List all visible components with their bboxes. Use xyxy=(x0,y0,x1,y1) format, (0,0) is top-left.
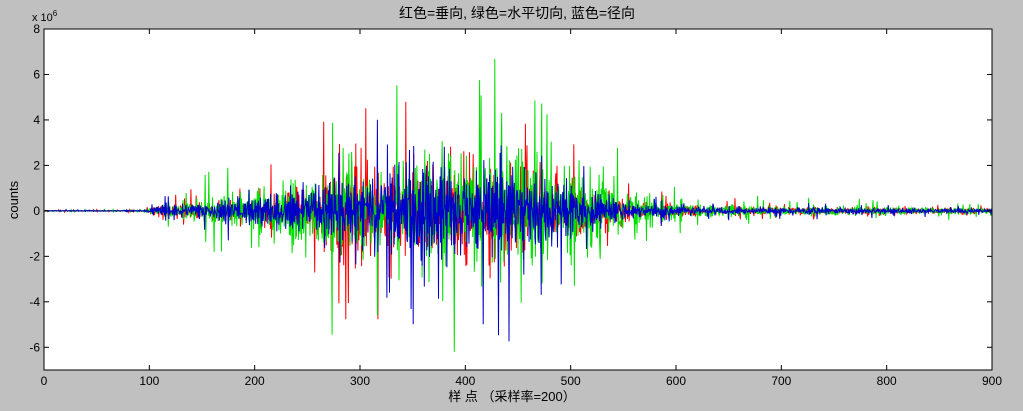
y-exponent-label: x 106 xyxy=(32,9,58,24)
y-tick-label: 2 xyxy=(33,158,40,172)
y-tick-label: -6 xyxy=(29,340,40,354)
y-axis-title: counts xyxy=(6,180,21,219)
x-tick-label: 500 xyxy=(561,374,581,388)
x-tick-label: 800 xyxy=(877,374,897,388)
chart-title: 红色=垂向, 绿色=水平切向, 蓝色=径向 xyxy=(399,5,635,21)
x-tick-label: 600 xyxy=(666,374,686,388)
x-tick-label: 400 xyxy=(455,374,475,388)
series-layer xyxy=(44,58,992,352)
y-tick-label: 6 xyxy=(33,67,40,81)
svg-text:x 106: x 106 xyxy=(32,9,58,24)
y-tick-label: -4 xyxy=(29,295,40,309)
x-tick-label: 0 xyxy=(41,374,48,388)
y-tick-label: 0 xyxy=(33,204,40,218)
y-tick-label: 4 xyxy=(33,113,40,127)
y-tick-label: 8 xyxy=(33,22,40,36)
y-exponent-base: x 10 xyxy=(32,12,53,24)
x-tick-label: 200 xyxy=(245,374,265,388)
y-axis: -6 -4 -2 0 2 4 6 8 xyxy=(29,22,992,354)
x-tick-label: 100 xyxy=(139,374,159,388)
x-tick-label: 900 xyxy=(982,374,1002,388)
x-axis-title: 样 点 （采样率=200） xyxy=(448,389,576,404)
y-tick-label: -2 xyxy=(29,249,40,263)
x-tick-label: 700 xyxy=(771,374,791,388)
series-line-2 xyxy=(44,119,992,342)
x-axis: 0 100 200 300 400 500 600 700 800 900 xyxy=(41,29,1002,388)
y-exponent-power: 6 xyxy=(53,9,58,18)
x-tick-label: 300 xyxy=(350,374,370,388)
